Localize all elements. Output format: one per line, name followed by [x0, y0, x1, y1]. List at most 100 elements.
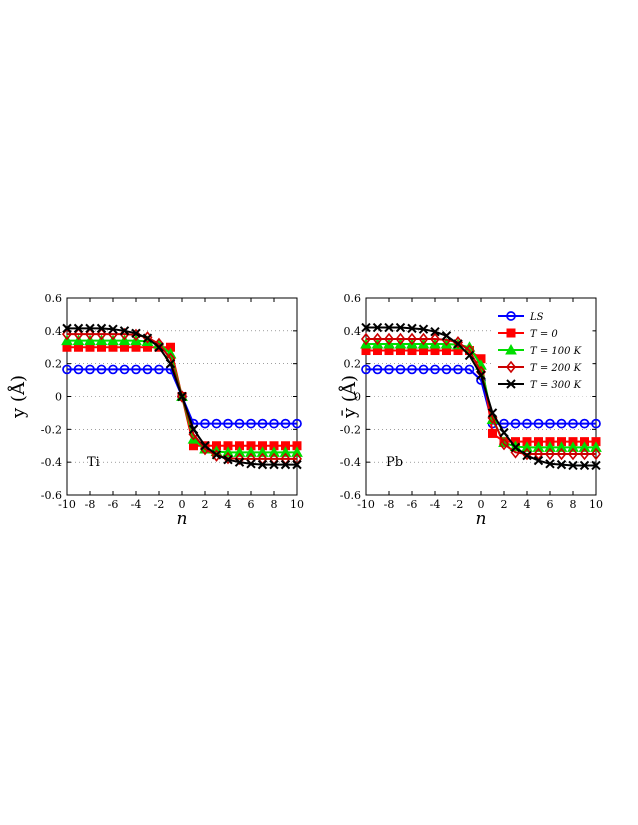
- data-point: [441, 364, 452, 375]
- legend-label: T = 300 K: [530, 380, 582, 391]
- series-5: [361, 322, 601, 471]
- data-point: [556, 447, 567, 461]
- data-point: [395, 364, 406, 375]
- data-point: [269, 459, 279, 470]
- y-tick-label: 0.4: [344, 325, 362, 338]
- data-point: [429, 332, 441, 346]
- data-point: [441, 331, 452, 341]
- data-point: [131, 364, 141, 375]
- data-point: [545, 459, 555, 469]
- data-point: [521, 441, 533, 452]
- data-point: [372, 364, 383, 375]
- data-point: [567, 441, 579, 452]
- data-point: [268, 446, 280, 457]
- data-point: [233, 446, 246, 457]
- legend: LS T = 0 T = 100 K T = 200 K T = 300 K: [491, 303, 593, 397]
- data-point: [384, 364, 394, 375]
- data-point: [418, 332, 429, 346]
- data-point: [418, 364, 429, 375]
- data-point: [406, 332, 418, 346]
- y-tick-label: -0.2: [41, 423, 62, 436]
- data-point: [211, 450, 222, 460]
- data-point: [556, 459, 567, 470]
- x-axis-label: n: [177, 509, 188, 529]
- x-tick-label: 2: [202, 498, 209, 511]
- data-point: [292, 459, 302, 470]
- data-point: [407, 323, 417, 334]
- data-point: [361, 322, 371, 333]
- data-point: [154, 364, 164, 375]
- legend-label: T = 0: [530, 329, 558, 340]
- data-point: [579, 418, 590, 429]
- data-point: [372, 322, 383, 333]
- x-axis-label: n: [476, 509, 487, 529]
- data-point: [223, 418, 233, 429]
- data-point: [257, 418, 268, 429]
- data-point: [383, 332, 395, 346]
- data-point: [200, 418, 210, 429]
- data-point: [177, 391, 187, 402]
- data-point: [73, 323, 84, 334]
- x-tick-label: 6: [248, 498, 255, 511]
- data-point: [234, 418, 245, 429]
- legend-label: LS: [529, 312, 544, 323]
- data-point: [234, 452, 245, 466]
- data-point: [418, 324, 429, 334]
- x-tick-label: 0: [478, 498, 485, 511]
- data-point: [108, 364, 118, 375]
- x-tick-label: 4: [225, 498, 232, 511]
- data-point: [555, 441, 568, 452]
- x-tick-label: -6: [407, 498, 418, 511]
- data-point: [142, 333, 153, 343]
- data-point: [568, 418, 578, 429]
- series-5: [62, 323, 302, 470]
- x-tick-label: 0: [179, 498, 186, 511]
- data-point: [395, 322, 406, 333]
- x-tick-label: -2: [453, 498, 464, 511]
- panel-label: Ti: [87, 455, 100, 470]
- x-tick-label: -8: [85, 498, 96, 511]
- data-point: [579, 447, 590, 461]
- y-axis-label: y (Å): [7, 375, 29, 419]
- data-point: [545, 418, 555, 429]
- data-point: [579, 460, 590, 471]
- panel-label: Pb: [386, 455, 403, 470]
- data-point: [544, 441, 556, 452]
- x-tick-label: -4: [430, 498, 441, 511]
- x-tick-label: -4: [131, 498, 142, 511]
- legend-marker: [506, 311, 516, 321]
- data-point: [234, 457, 245, 467]
- legend-marker: [506, 328, 516, 338]
- data-point: [532, 441, 545, 452]
- x-tick-label: -10: [58, 498, 76, 511]
- chart-panel-2: -10 -8 -6 -4 -2 0 2 4 6 8 10 0.6 0.4 0.2 0 -0.2 -0.4 -0.6…: [338, 292, 603, 529]
- legend-marker: [505, 360, 517, 374]
- data-point: [590, 441, 602, 452]
- data-point: [246, 459, 256, 469]
- y-tick-label: 0: [354, 391, 361, 404]
- chart-panel-1: -10 -8 -6 -4 -2 0 2 4 6 8 10 0.6 0.4 0.2 0 -0.2 -0.4 -0.6…: [7, 292, 304, 529]
- data-point: [430, 326, 440, 337]
- data-point: [256, 446, 269, 457]
- data-point: [360, 332, 372, 346]
- data-point: [522, 418, 532, 429]
- data-point: [591, 418, 601, 429]
- x-tick-label: 8: [271, 498, 278, 511]
- data-point: [211, 418, 222, 429]
- data-point: [245, 446, 257, 457]
- data-point: [96, 323, 107, 334]
- y-tick-label: -0.6: [41, 489, 62, 502]
- data-point: [430, 364, 440, 375]
- data-point: [223, 454, 233, 465]
- data-point: [62, 323, 72, 334]
- data-point: [567, 447, 579, 461]
- x-tick-label: 10: [589, 498, 603, 511]
- data-point: [257, 459, 268, 470]
- data-point: [85, 323, 95, 334]
- data-point: [188, 424, 199, 435]
- data-point: [280, 418, 291, 429]
- x-tick-label: 10: [290, 498, 304, 511]
- data-point: [464, 350, 475, 361]
- data-point: [568, 460, 578, 471]
